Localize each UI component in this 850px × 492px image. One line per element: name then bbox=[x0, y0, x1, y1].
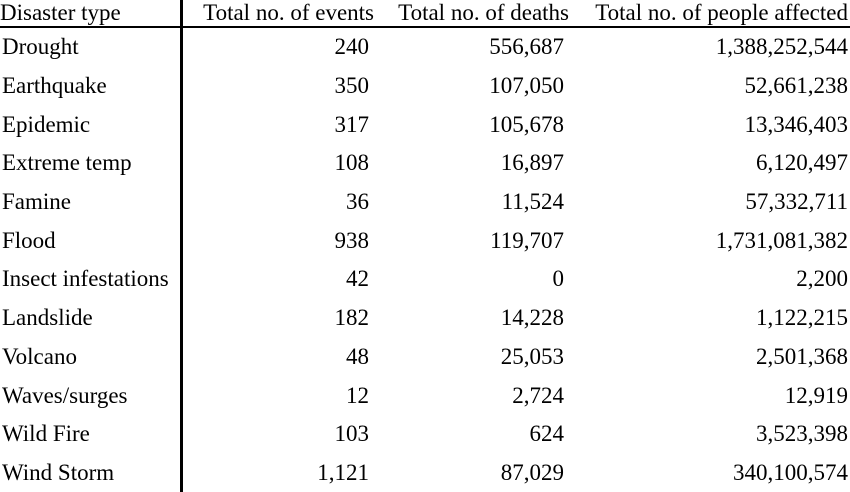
header-total-affected: Total no. of people affected bbox=[571, 0, 850, 28]
header-total-events: Total no. of events bbox=[181, 0, 376, 28]
table-row: Landslide 182 14,228 1,122,215 bbox=[0, 298, 850, 338]
table-row: Epidemic 317 105,678 13,346,403 bbox=[0, 105, 850, 145]
header-disaster-type: Disaster type bbox=[0, 0, 183, 28]
cell-disaster-type: Famine bbox=[0, 182, 183, 222]
cell-total-affected: 340,100,574 bbox=[733, 459, 848, 485]
cell-total-events: 42 bbox=[346, 266, 369, 292]
cell-total-deaths: 14,228 bbox=[500, 305, 564, 331]
cell-disaster-type: Flood bbox=[0, 221, 183, 261]
cell-total-deaths: 2,724 bbox=[512, 382, 564, 408]
cell-disaster-type: Landslide bbox=[0, 298, 183, 338]
cell-total-events: 48 bbox=[346, 343, 369, 369]
cell-total-deaths: 87,029 bbox=[500, 459, 564, 485]
cell-total-affected: 1,388,252,544 bbox=[715, 34, 848, 60]
cell-total-events: 103 bbox=[334, 421, 370, 447]
cell-disaster-type: Wind Storm bbox=[0, 453, 183, 492]
table-row: Famine 36 11,524 57,332,711 bbox=[0, 182, 850, 222]
cell-total-affected: 12,919 bbox=[784, 382, 848, 408]
cell-total-affected: 6,120,497 bbox=[756, 150, 848, 176]
cell-total-events: 108 bbox=[334, 150, 370, 176]
cell-disaster-type: Earthquake bbox=[0, 66, 183, 106]
table-row: Drought 240 556,687 1,388,252,544 bbox=[0, 27, 850, 67]
cell-total-deaths: 0 bbox=[552, 266, 565, 292]
cell-total-affected: 13,346,403 bbox=[744, 111, 849, 137]
cell-disaster-type: Insect infestations bbox=[0, 260, 183, 299]
cell-total-deaths: 556,687 bbox=[489, 34, 564, 60]
cell-total-deaths: 11,524 bbox=[501, 189, 564, 215]
table-header: Disaster type Total no. of events Total … bbox=[0, 0, 850, 28]
cell-total-deaths: 16,897 bbox=[500, 150, 564, 176]
cell-disaster-type: Waves/surges bbox=[0, 376, 183, 415]
cell-disaster-type: Wild Fire bbox=[0, 414, 183, 454]
table-body: Drought 240 556,687 1,388,252,544 Earthquake… bbox=[0, 27, 850, 492]
cell-total-events: 938 bbox=[334, 227, 370, 253]
table-row: Waves/surges 12 2,724 12,919 bbox=[0, 376, 850, 415]
cell-disaster-type: Extreme temp bbox=[0, 144, 183, 183]
cell-total-affected: 3,523,398 bbox=[756, 421, 848, 447]
table-row: Insect infestations 42 0 2,200 bbox=[0, 260, 850, 299]
cell-total-deaths: 624 bbox=[529, 421, 565, 447]
cell-total-events: 350 bbox=[334, 73, 370, 99]
cell-total-affected: 57,332,711 bbox=[745, 189, 848, 215]
cell-disaster-type: Drought bbox=[0, 27, 183, 67]
cell-total-events: 240 bbox=[334, 34, 370, 60]
table-row: Earthquake 350 107,050 52,661,238 bbox=[0, 66, 850, 106]
table-row: Wind Storm 1,121 87,029 340,100,574 bbox=[0, 453, 850, 492]
cell-total-events: 317 bbox=[334, 111, 370, 137]
cell-total-events: 1,121 bbox=[317, 459, 369, 485]
header-row: Disaster type Total no. of events Total … bbox=[0, 0, 850, 28]
table-row: Wild Fire 103 624 3,523,398 bbox=[0, 414, 850, 454]
cell-total-deaths: 107,050 bbox=[489, 73, 564, 99]
cell-total-deaths: 105,678 bbox=[489, 111, 564, 137]
table-row: Volcano 48 25,053 2,501,368 bbox=[0, 337, 850, 377]
table-row: Flood 938 119,707 1,731,081,382 bbox=[0, 221, 850, 261]
cell-total-affected: 52,661,238 bbox=[744, 73, 849, 99]
cell-total-events: 36 bbox=[346, 189, 369, 215]
cell-disaster-type: Volcano bbox=[0, 337, 183, 377]
cell-total-affected: 2,200 bbox=[796, 266, 848, 292]
cell-total-affected: 1,122,215 bbox=[756, 305, 848, 331]
cell-total-affected: 2,501,368 bbox=[756, 343, 848, 369]
header-total-deaths: Total no. of deaths bbox=[376, 0, 571, 28]
cell-total-affected: 1,731,081,382 bbox=[715, 227, 848, 253]
cell-total-events: 182 bbox=[334, 305, 370, 331]
table-row: Extreme temp 108 16,897 6,120,497 bbox=[0, 144, 850, 183]
cell-total-deaths: 25,053 bbox=[500, 343, 564, 369]
cell-total-events: 12 bbox=[346, 382, 369, 408]
cell-total-deaths: 119,707 bbox=[490, 227, 564, 253]
cell-disaster-type: Epidemic bbox=[0, 105, 183, 145]
